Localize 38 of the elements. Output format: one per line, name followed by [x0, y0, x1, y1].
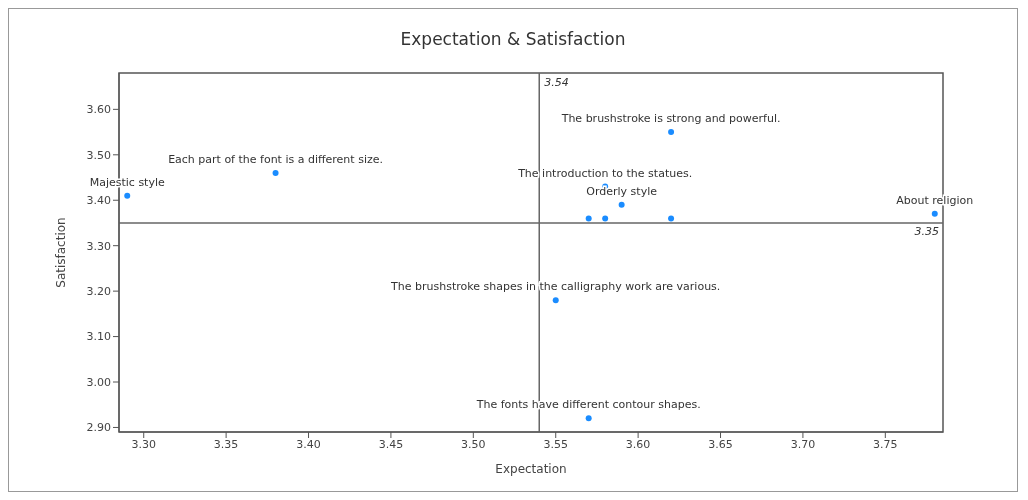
y-tick-label: 2.90: [86, 421, 111, 435]
point: [668, 129, 675, 136]
x-tick-label: 3.75: [873, 437, 898, 451]
annotation: The brushstroke is strong and powerful.: [560, 112, 781, 126]
ref-line-label: 3.54: [544, 75, 569, 89]
point: [124, 192, 131, 199]
y-tick-label: 3.50: [86, 148, 111, 162]
point: [552, 297, 559, 304]
x-tick-label: 3.50: [461, 437, 486, 451]
x-tick-label: 3.30: [131, 437, 156, 451]
x-tick-label: 3.55: [543, 437, 568, 451]
x-axis-title: Expectation: [495, 462, 567, 476]
x-tick-label: 3.35: [213, 437, 239, 451]
ref-line-label: 3.35: [914, 224, 939, 238]
point: [585, 215, 592, 222]
y-tick-label: 3.20: [86, 285, 111, 299]
x-tick-label: 3.60: [625, 437, 651, 451]
point: [931, 210, 938, 217]
point: [618, 201, 625, 208]
y-axis-title: Satisfaction: [54, 217, 69, 288]
y-tick-label: 3.30: [86, 239, 111, 253]
chart-title: Expectation & Satisfaction: [399, 29, 627, 49]
annotation: The introduction to the statues.: [517, 166, 693, 180]
annotation: The brushstroke shapes in the calligraphy work are various.: [390, 280, 721, 294]
y-tick-label: 3.10: [86, 330, 111, 344]
y-tick-label: 3.00: [86, 375, 111, 389]
y-tick-label: 3.40: [86, 194, 111, 208]
point: [272, 169, 279, 176]
annotation: Each part of the font is a different size.: [168, 152, 383, 166]
y-tick-label: 3.60: [86, 103, 111, 117]
x-tick-label: 3.70: [790, 437, 816, 451]
point: [602, 215, 609, 222]
x-tick-label: 3.45: [378, 437, 404, 451]
x-tick-label: 3.65: [708, 437, 733, 451]
point: [585, 415, 592, 422]
x-tick-label: 3.40: [296, 437, 321, 451]
point: [668, 215, 675, 222]
annotation: Orderly style: [586, 184, 658, 198]
